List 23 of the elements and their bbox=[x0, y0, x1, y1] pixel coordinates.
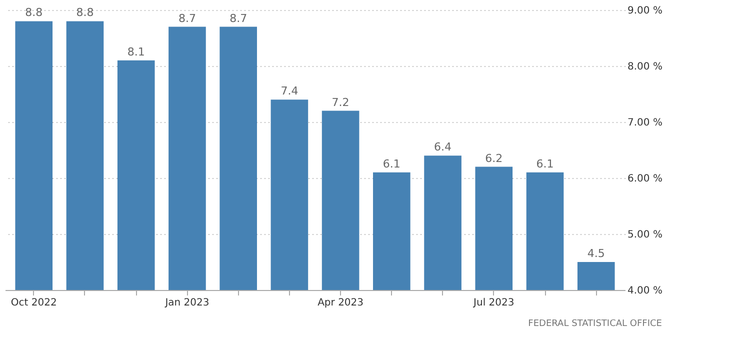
y-tick-label: 8.00 % bbox=[628, 62, 662, 72]
data-label: 7.4 bbox=[280, 84, 298, 98]
y-tick-label: 4.00 % bbox=[628, 286, 662, 296]
data-label: 8.1 bbox=[127, 45, 145, 58]
x-tick-label: Apr 2023 bbox=[318, 298, 364, 308]
y-tick-label: 6.00 % bbox=[628, 174, 662, 184]
y-tick-label: 7.00 % bbox=[628, 118, 662, 128]
x-tick-label: Oct 2022 bbox=[10, 298, 57, 308]
data-label: 6.1 bbox=[536, 157, 554, 170]
data-label: 4.5 bbox=[587, 247, 605, 260]
data-label: 6.1 bbox=[382, 157, 400, 170]
data-label: 7.2 bbox=[332, 96, 350, 109]
text: FEDERAL STATISTICAL OFFICE bbox=[528, 319, 662, 329]
data-label: 6.4 bbox=[434, 140, 452, 154]
y-tick-label: 5.00 % bbox=[628, 230, 662, 240]
data-label: 8.7 bbox=[230, 12, 248, 25]
data-label: 6.2 bbox=[485, 152, 503, 165]
x-tick-label: Jan 2023 bbox=[164, 298, 210, 308]
data-label: 8.7 bbox=[178, 12, 196, 25]
y-tick-label: 9.00 % bbox=[628, 6, 662, 16]
data-label: 8.8 bbox=[76, 6, 94, 20]
data-label: 8.8 bbox=[25, 6, 43, 20]
x-tick-label: Jul 2023 bbox=[472, 298, 514, 308]
